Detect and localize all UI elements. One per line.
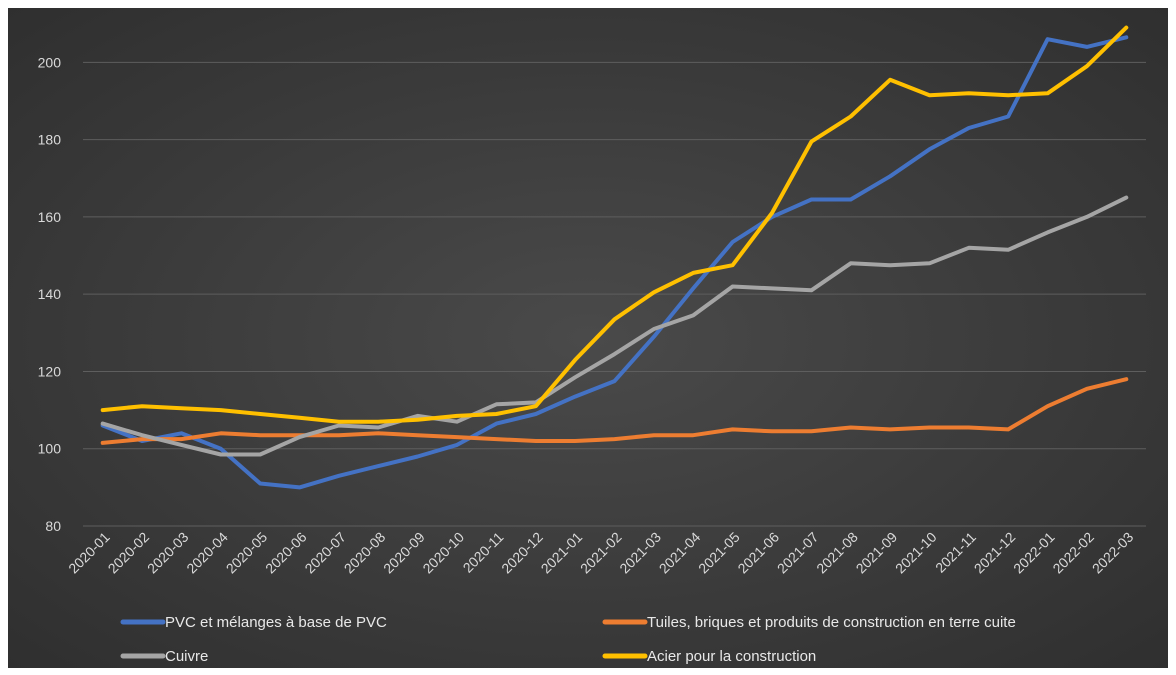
x-tick-label: 2020-10 <box>419 529 467 577</box>
x-tick-label: 2020-08 <box>341 529 389 577</box>
x-tick-label: 2021-11 <box>932 529 979 576</box>
x-axis-tick-labels: 2020-012020-022020-032020-042020-052020-… <box>65 529 1136 577</box>
x-tick-label: 2020-03 <box>144 529 192 577</box>
x-tick-label: 2021-01 <box>538 529 586 577</box>
series-line <box>100 35 1129 490</box>
y-tick-label: 140 <box>38 286 62 302</box>
x-tick-label: 2022-02 <box>1049 529 1097 577</box>
legend: PVC et mélanges à base de PVC Tuiles, bri… <box>120 614 1016 665</box>
x-tick-label: 2021-05 <box>695 529 743 577</box>
x-tick-label: 2020-04 <box>183 529 231 577</box>
x-tick-label: 2020-07 <box>301 529 349 577</box>
gridlines <box>83 61 1146 527</box>
y-tick-label: 160 <box>38 209 62 225</box>
x-tick-label: 2022-03 <box>1089 529 1137 577</box>
x-tick-label: 2021-09 <box>853 529 901 577</box>
x-tick-label: 2021-03 <box>616 529 664 577</box>
legend-label: Cuivre <box>165 648 208 665</box>
x-tick-label: 2020-05 <box>223 529 271 577</box>
x-tick-label: 2021-10 <box>892 529 940 577</box>
x-tick-label: 2021-06 <box>734 529 782 577</box>
y-tick-label: 100 <box>38 441 62 457</box>
x-tick-label: 2020-01 <box>65 529 113 577</box>
chart-area: 80 100 120 140 160 180 200 2020-01 2020-02 2020-… <box>8 8 1168 668</box>
y-tick-label: 120 <box>38 363 62 379</box>
x-tick-label: 2022-01 <box>1010 529 1058 577</box>
series-lines <box>100 25 1129 490</box>
x-tick-label: 2021-08 <box>813 529 861 577</box>
series-line <box>100 195 1129 457</box>
y-tick-label: 200 <box>38 54 62 70</box>
x-tick-label: 2020-02 <box>105 529 153 577</box>
x-tick-label: 2021-04 <box>656 529 704 577</box>
x-tick-label: 2021-07 <box>774 529 822 577</box>
y-axis-tick-labels: 80 100 120 140 160 180 200 <box>38 54 62 534</box>
x-tick-label: 2020-06 <box>262 529 310 577</box>
x-tick-label: 2021-12 <box>971 529 1019 577</box>
x-tick-label: 2020-11 <box>460 529 507 576</box>
legend-label: PVC et mélanges à base de PVC <box>165 614 387 631</box>
y-tick-label: 80 <box>45 518 61 534</box>
series-line <box>100 377 1129 445</box>
x-tick-label: 2020-12 <box>498 529 546 577</box>
series-line <box>100 25 1129 424</box>
x-tick-label: 2021-02 <box>577 529 625 577</box>
legend-label: Acier pour la construction <box>647 648 816 665</box>
legend-label: Tuiles, briques et produits de construct… <box>647 614 1016 631</box>
x-tick-label: 2020-09 <box>380 529 428 577</box>
y-tick-label: 180 <box>38 132 62 148</box>
